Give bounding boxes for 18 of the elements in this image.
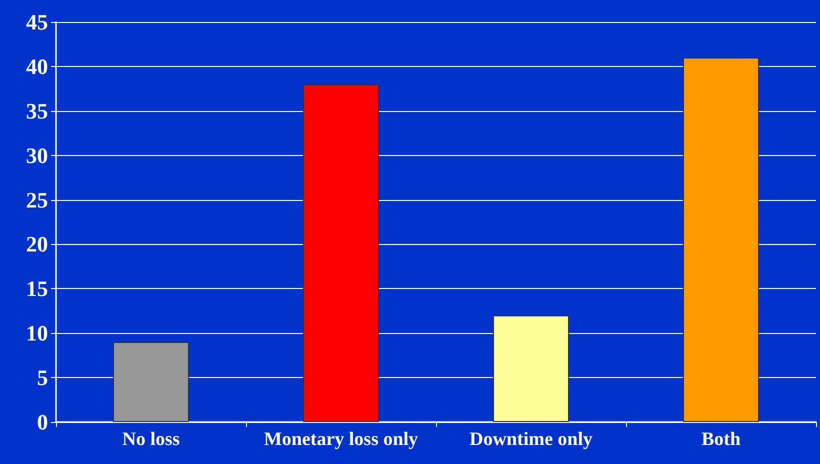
- y-tick-label: 35: [26, 98, 48, 124]
- bar: [493, 315, 569, 422]
- x-tick-label: No loss: [122, 429, 180, 450]
- bar: [303, 84, 379, 422]
- y-tick-label: 25: [26, 187, 48, 212]
- bar: [113, 342, 189, 422]
- y-tick-label: 10: [26, 320, 48, 346]
- y-tick-label: 45: [26, 10, 48, 34]
- x-tick-label: Both: [701, 429, 741, 450]
- y-tick-label: 15: [26, 276, 48, 302]
- y-tick-label: 40: [26, 54, 48, 79]
- y-tick-label: 5: [37, 365, 48, 390]
- x-tick-label: Downtime only: [470, 429, 593, 450]
- bar: [683, 58, 759, 422]
- y-tick-label: 20: [26, 232, 48, 257]
- y-tick-label: 0: [37, 410, 48, 434]
- y-tick-label: 30: [26, 142, 48, 168]
- x-tick-label: Monetary loss only: [264, 429, 419, 450]
